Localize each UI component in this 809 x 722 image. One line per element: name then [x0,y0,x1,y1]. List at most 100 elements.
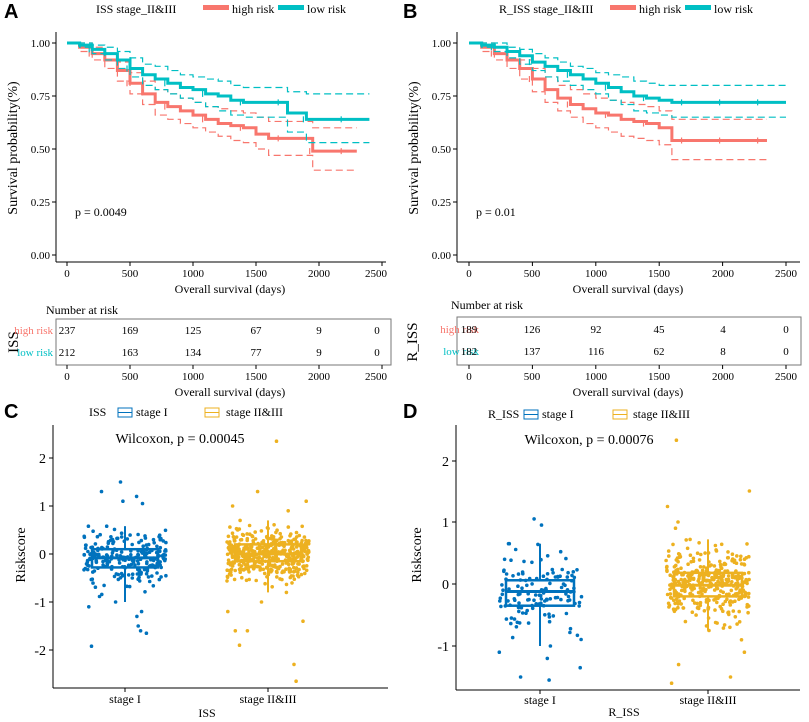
y-tick-label: 0.25 [432,197,452,209]
data-point [681,606,685,610]
risk-cell: 125 [185,325,202,337]
data-point [714,549,719,553]
data-point [139,572,143,576]
data-point [742,594,747,599]
risk-row-low: 182 137 116 62 8 0 [461,346,790,358]
data-point [664,565,669,570]
data-point [263,581,267,586]
data-point [260,545,265,550]
x-tick-label: 0 [64,371,70,383]
data-point [564,611,569,616]
data-point [695,551,700,555]
data-point [721,626,726,630]
data-point [722,623,727,627]
data-point [513,547,518,552]
data-point [702,565,706,569]
data-point [520,611,525,615]
data-point [713,543,718,548]
x-axis-title: Overall survival (days) [175,282,286,296]
data-point [665,569,669,574]
y-axis-title: Riskscore [410,527,425,582]
risk-cell: 169 [122,325,139,337]
x-tick-label: 1500 [245,268,268,280]
data-point [509,621,513,626]
risk-cell: 137 [524,346,541,358]
data-point [299,572,304,577]
data-point [231,534,236,539]
y-axis-ticks [453,42,457,256]
data-point [672,565,677,569]
data-point [504,617,509,621]
data-point [686,579,690,584]
data-point [91,581,95,585]
x-tick-label: 0 [64,268,70,280]
data-point [718,604,722,609]
data-point [243,567,247,571]
data-point [161,556,165,560]
data-point [703,589,707,594]
data-point [270,568,274,572]
data-point [150,563,155,567]
plot-title: Wilcoxon, p = 0.00076 [524,433,653,448]
y-axis-title: Survival probability(%) [407,81,422,215]
data-point [696,590,701,595]
data-point [142,567,147,572]
data-point [676,662,681,667]
data-point [735,622,739,626]
data-point [712,564,717,568]
data-point [241,533,246,537]
data-point [144,631,149,635]
data-point [226,534,231,539]
data-point [138,629,143,633]
data-point [253,530,257,534]
data-point [719,577,723,581]
data-point [226,558,231,562]
data-point [674,597,679,602]
data-point [130,542,134,547]
risk-row-low: 212 163 134 77 9 0 [59,347,381,359]
data-point [230,564,235,568]
legend-label-low-risk: low risk [714,2,753,16]
data-point [250,534,254,538]
data-point [539,523,544,527]
data-point [230,504,235,508]
data-point [233,568,237,573]
panel-letter-c: C [4,401,18,423]
panel-d: D R_ISS stage I stage II&III Wilcoxon, p… [403,401,800,719]
data-point [247,577,251,582]
data-point [146,542,151,547]
data-point [730,552,735,556]
y-tick-label: -1 [34,596,46,611]
data-point [247,565,251,569]
data-point [304,564,309,568]
data-point [117,561,122,565]
data-point [288,534,292,538]
data-point [116,577,121,582]
data-point [247,570,251,574]
data-point [116,572,121,577]
data-point [270,563,274,568]
data-point [230,531,235,535]
data-point [723,562,728,567]
y-tick-label: 1 [39,500,46,515]
data-point [291,565,296,570]
p-value-annotation: p = 0.01 [476,205,516,219]
data-point [254,578,258,583]
data-point [245,532,249,536]
data-point [512,617,517,621]
risk-row-high: 237 169 125 67 9 0 [59,325,381,337]
panel-a: A ISS stage_II&III high risk low risk Su… [4,1,392,399]
data-point [225,579,229,583]
data-point [526,621,531,625]
y-tick-label: 0.00 [432,250,452,262]
km-curves [469,41,786,161]
data-point [87,605,91,609]
data-point [245,629,250,633]
data-point [723,599,728,604]
data-point [237,562,242,567]
y-axis-ticks [452,460,456,647]
data-point [260,562,265,566]
data-point [158,563,162,567]
data-point [688,553,693,557]
data-point [702,609,707,613]
